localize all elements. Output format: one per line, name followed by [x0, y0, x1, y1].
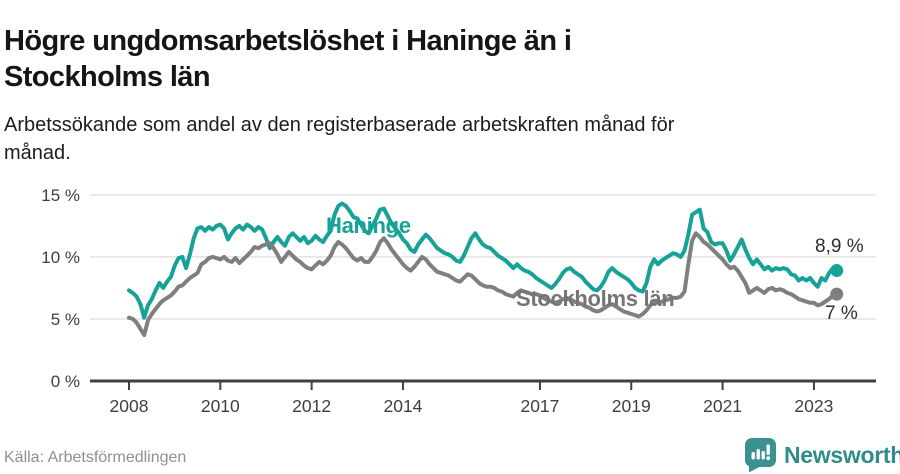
series-label-haninge: Haninge: [326, 213, 411, 238]
brand-name: Newsworthy: [784, 441, 900, 468]
x-axis-tick-label: 2014: [383, 396, 422, 416]
line-chart: 0 % 5 % 10 % 15 % 2008 2010 2012 2014 2017 2019 20…: [41, 186, 876, 416]
y-axis-tick-label: 5 %: [51, 310, 80, 329]
newsworthy-chart-bubble-icon: [745, 438, 776, 473]
chart-subtitle: Arbetssökande som andel av den registerb…: [4, 114, 675, 164]
x-axis-tick-label: 2008: [110, 396, 149, 416]
line-series-stockholms-lan: [127, 231, 839, 338]
x-axis-tick-label: 2021: [703, 396, 742, 416]
x-axis-tick-label: 2023: [794, 396, 833, 416]
series-label-stockholm: Stockholms län: [516, 286, 675, 311]
source-note: Källa: Arbetsförmedlingen: [4, 449, 187, 466]
end-dot-haninge: [830, 264, 844, 278]
y-axis-tick-label: 15 %: [41, 186, 80, 205]
end-dot-stockholms-lan: [830, 287, 844, 301]
page-title: Högre ungdomsarbetslöshet i Haninge än i…: [4, 25, 572, 93]
line-series-haninge: [127, 201, 839, 320]
end-value-stockholm: 7 %: [825, 303, 858, 324]
y-axis-tick-label: 10 %: [41, 248, 80, 267]
y-axis-tick-label: 0 %: [51, 372, 80, 391]
end-value-haninge: 8,9 %: [815, 236, 864, 257]
x-axis-tick-label: 2012: [292, 396, 331, 416]
x-axis-tick-label: 2010: [201, 396, 240, 416]
x-axis-tick-label: 2019: [612, 396, 651, 416]
x-axis-tick-label: 2017: [520, 396, 559, 416]
newsworthy-logo: Newsworthy: [744, 437, 900, 473]
